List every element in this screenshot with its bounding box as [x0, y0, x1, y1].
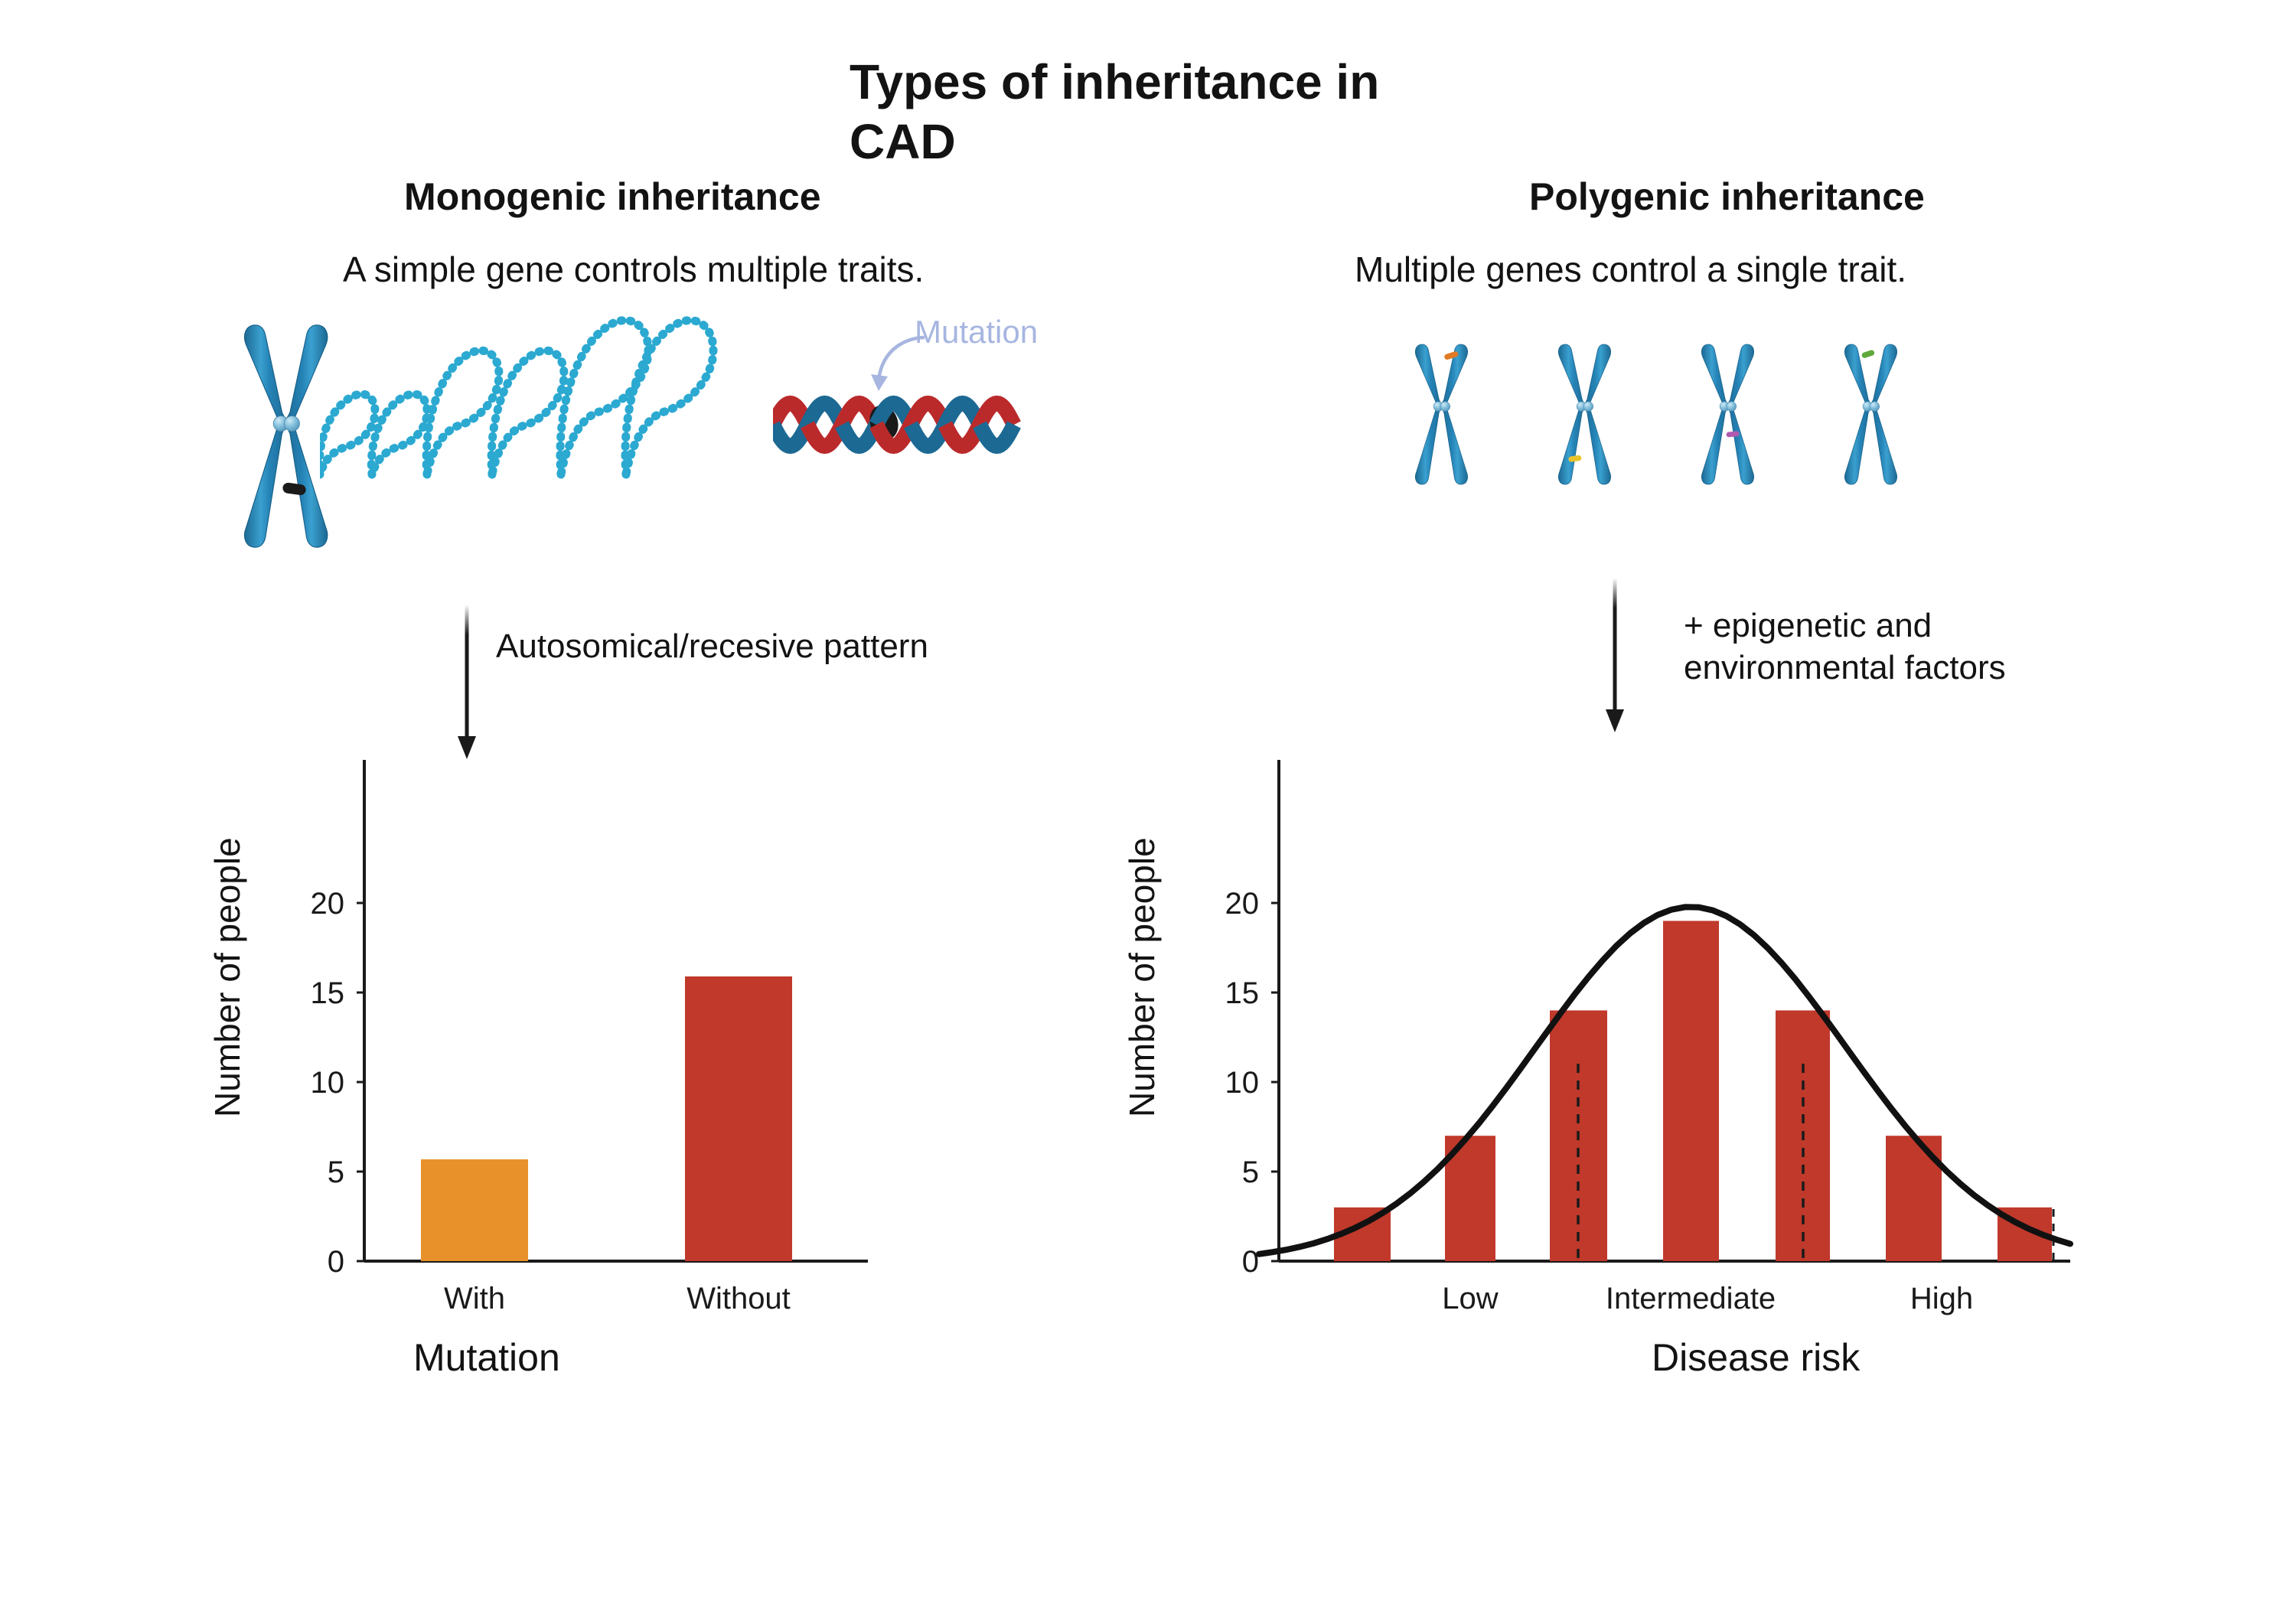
svg-text:Intermediate: Intermediate — [1606, 1282, 1776, 1315]
svg-text:High: High — [1910, 1282, 1973, 1315]
svg-text:20: 20 — [311, 887, 345, 921]
svg-text:5: 5 — [328, 1156, 344, 1189]
svg-text:10: 10 — [311, 1066, 345, 1100]
svg-text:15: 15 — [1225, 976, 1260, 1010]
svg-text:5: 5 — [1242, 1156, 1259, 1189]
svg-text:20: 20 — [1225, 887, 1260, 921]
svg-text:Without: Without — [687, 1282, 791, 1315]
svg-text:0: 0 — [328, 1245, 344, 1279]
svg-text:With: With — [444, 1282, 505, 1315]
svg-text:15: 15 — [311, 976, 345, 1010]
svg-text:10: 10 — [1225, 1066, 1260, 1100]
svg-text:0: 0 — [1242, 1245, 1259, 1279]
svg-text:Low: Low — [1442, 1282, 1498, 1315]
